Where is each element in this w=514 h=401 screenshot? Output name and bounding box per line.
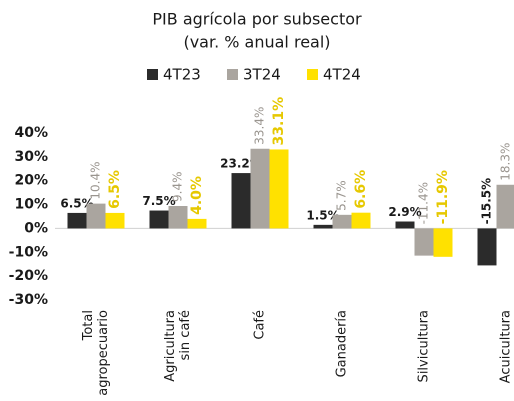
legend-swatch <box>147 69 158 80</box>
y-tick-label: 30% <box>14 149 48 165</box>
data-label: 18.3% <box>499 143 513 181</box>
legend-label: 4T24 <box>323 66 361 84</box>
y-tick-label: -30% <box>9 292 48 308</box>
data-label: 6.6% <box>353 170 369 209</box>
data-label: 33.1% <box>271 97 287 146</box>
bar <box>351 212 371 229</box>
legend-swatch <box>307 69 318 80</box>
chart-title: PIB agrícola por subsector <box>152 10 362 29</box>
y-tick-label: -20% <box>9 268 48 284</box>
x-tick-label: Total <box>81 310 96 341</box>
data-label: 6.5% <box>60 196 93 210</box>
bar <box>250 148 270 229</box>
data-label: 9.4% <box>171 172 185 203</box>
data-label: -11.4% <box>417 182 431 224</box>
y-tick-label: -10% <box>9 244 48 260</box>
legend-label: 3T24 <box>243 66 281 84</box>
x-tick-label: agropecuario <box>96 310 111 396</box>
legend-label: 4T23 <box>163 66 201 84</box>
data-label: 2.9% <box>388 205 421 219</box>
y-tick-label: 40% <box>14 125 48 141</box>
x-tick-label: Acuicultura <box>499 310 514 383</box>
data-label: 5.7% <box>335 180 349 211</box>
y-tick-label: 10% <box>14 197 48 213</box>
data-label: 6.5% <box>107 170 123 209</box>
chart-subtitle: (var. % anual real) <box>183 33 330 52</box>
x-tick-label: Agricultura <box>163 310 178 382</box>
data-label: -11.9% <box>435 170 451 224</box>
x-tick-label: Silvicultura <box>417 310 432 382</box>
data-label: 4.0% <box>189 176 205 215</box>
bar <box>477 228 497 266</box>
y-tick-label: 20% <box>14 173 48 189</box>
bar <box>496 184 514 229</box>
data-label: 1.5% <box>306 208 339 222</box>
bar <box>313 224 333 229</box>
legend-swatch <box>227 69 238 80</box>
bar <box>433 228 453 257</box>
data-label: -15.5% <box>480 178 494 225</box>
bar <box>231 173 251 229</box>
y-tick-label: 0% <box>24 220 48 236</box>
bar <box>168 206 188 229</box>
bar <box>149 210 169 229</box>
bar <box>105 212 125 229</box>
bar <box>67 212 87 229</box>
data-label: 7.5% <box>142 194 175 208</box>
x-tick-label: sin café <box>178 310 193 360</box>
data-label: 33.4% <box>253 107 267 145</box>
bar <box>269 149 289 229</box>
bar <box>332 214 352 229</box>
x-tick-label: Café <box>253 310 268 340</box>
bar <box>395 221 415 229</box>
bar <box>187 218 207 229</box>
bar <box>86 203 106 229</box>
data-label: 10.4% <box>89 161 103 199</box>
x-tick-label: Ganadería <box>335 310 350 377</box>
bar <box>414 228 434 256</box>
